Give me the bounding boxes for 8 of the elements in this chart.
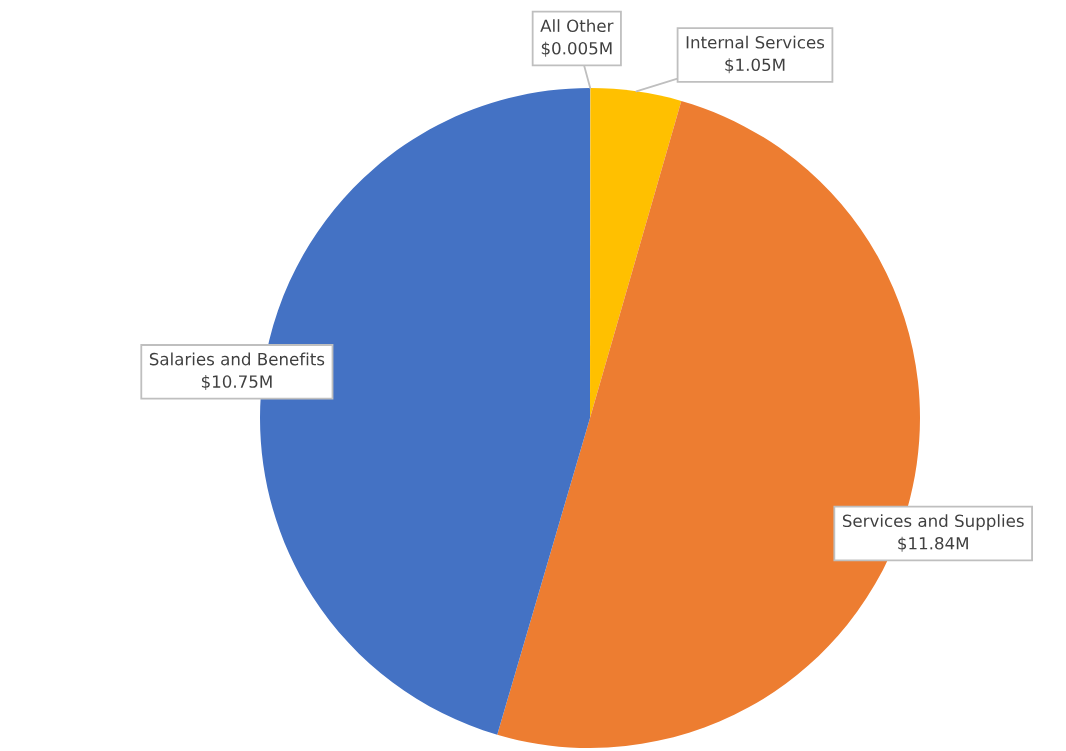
data-label: $0.005M [541,41,612,57]
slice-label: All Other [540,19,614,33]
slice-label: Internal Services [686,35,825,49]
data-label: $11.84M [898,536,968,552]
data-label: $10.75M [201,374,272,391]
data-label: $1.05M [725,58,785,74]
slice-label: Services and Supplies [842,514,1024,531]
slice-label: Salaries and Benefits [149,352,325,366]
